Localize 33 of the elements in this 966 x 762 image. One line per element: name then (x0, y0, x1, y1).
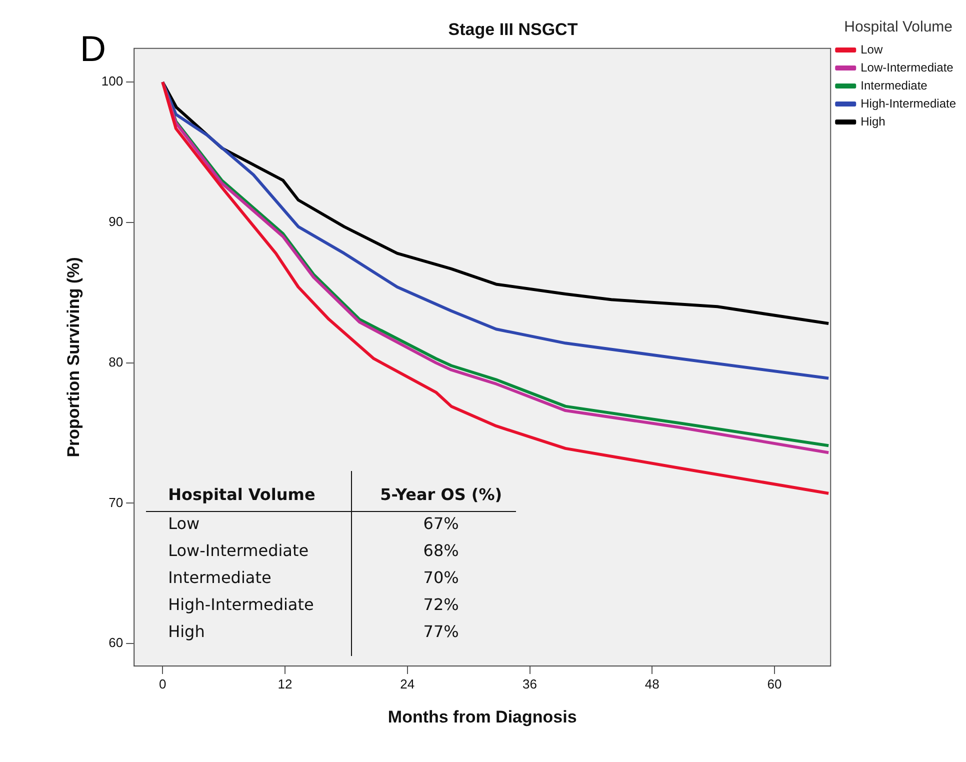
annotation: Hospital Volume (168, 485, 316, 504)
x-tick-label: 0 (159, 676, 166, 692)
x-axis-title: Months from Diagnosis (388, 707, 577, 726)
annotation: Low-Intermediate (168, 541, 309, 560)
y-axis-title: Proportion Surviving (%) (64, 257, 83, 458)
annotation: 77% (423, 622, 459, 641)
annotation: Low (168, 514, 200, 533)
y-tick-label: 80 (108, 354, 124, 370)
legend-label: Low (860, 42, 883, 56)
y-tick-label: 90 (108, 214, 124, 230)
legend-label: Low-Intermediate (860, 60, 954, 74)
legend-label: High-Intermediate (860, 96, 956, 110)
x-tick-label: 12 (278, 676, 292, 692)
legend-title: Hospital Volume (844, 18, 953, 36)
x-tick-label: 24 (400, 676, 415, 692)
x-tick-label: 36 (522, 676, 538, 692)
chart-title: Stage III NSGCT (448, 20, 578, 39)
annotation: Intermediate (168, 568, 272, 587)
x-tick-label: 60 (767, 676, 782, 692)
legend-label: High (860, 114, 886, 128)
annotation: High-Intermediate (168, 595, 314, 614)
y-tick-label: 70 (108, 494, 124, 510)
text: D (80, 28, 106, 70)
annotation: 68% (423, 541, 459, 560)
y-tick-label: 60 (108, 635, 124, 650)
annotation: 70% (423, 568, 459, 587)
y-tick-label: 100 (101, 74, 124, 89)
annotation: 67% (423, 514, 459, 533)
annotation: High (168, 622, 205, 641)
x-tick-label: 48 (644, 676, 660, 692)
annotation: 5-Year OS (%) (380, 485, 502, 504)
annotation: 72% (423, 595, 459, 614)
legend-label: Intermediate (860, 78, 928, 92)
